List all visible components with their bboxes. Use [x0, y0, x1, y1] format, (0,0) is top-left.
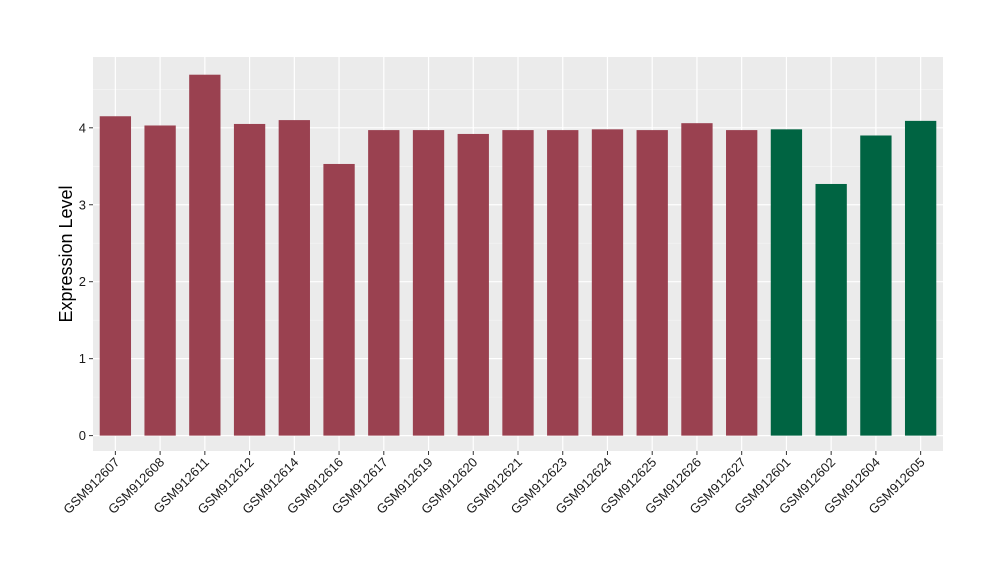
bar: [636, 130, 668, 436]
y-tick-label: 2: [79, 274, 86, 289]
bar: [189, 74, 221, 436]
y-axis-title: Expression Level: [56, 185, 76, 322]
bars: [99, 74, 937, 436]
bar: [815, 183, 847, 436]
bar: [904, 120, 937, 436]
bar: [233, 123, 266, 436]
bar: [412, 130, 445, 436]
x-axis: GSM912607GSM912608GSM912611GSM912612GSM9…: [60, 451, 928, 517]
y-tick-label: 0: [79, 428, 86, 443]
y-axis: 0 1 2 3 4: [79, 120, 93, 443]
bar: [144, 125, 176, 436]
y-tick-label: 4: [79, 120, 86, 135]
bar: [457, 133, 489, 436]
bar: [770, 129, 803, 436]
bar: [547, 130, 579, 436]
bar: [681, 123, 713, 436]
bar: [323, 163, 355, 436]
bar: [368, 130, 400, 436]
y-tick-label: 1: [79, 351, 86, 366]
bar: [99, 116, 132, 436]
bar: [591, 129, 624, 436]
bar: [726, 130, 758, 436]
bar: [502, 130, 534, 436]
bar: [278, 120, 310, 436]
y-tick-label: 3: [79, 197, 86, 212]
bar: [860, 135, 892, 436]
